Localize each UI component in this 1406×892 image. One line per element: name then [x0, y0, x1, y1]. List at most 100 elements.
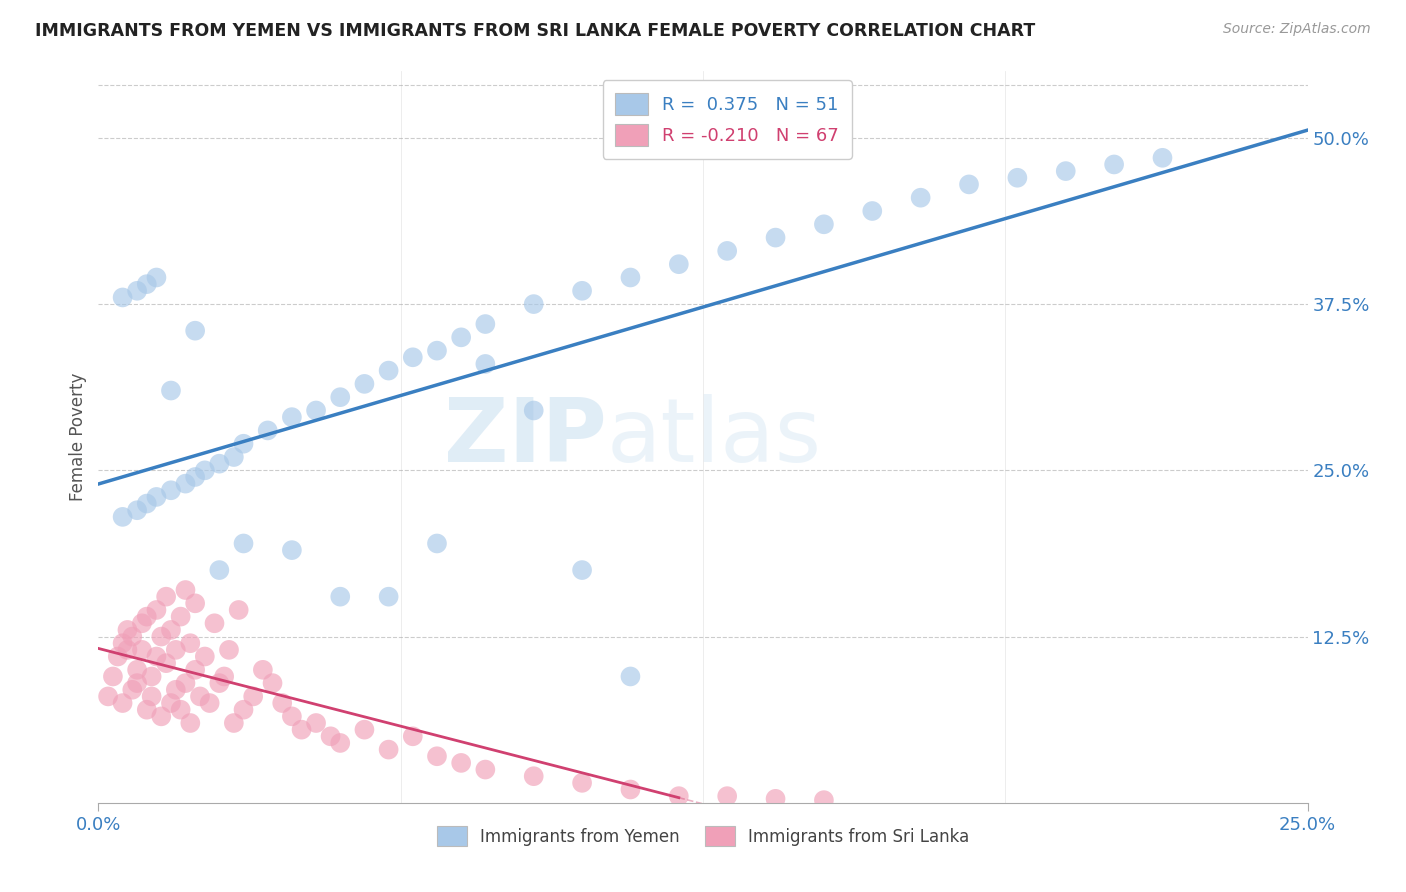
Point	[141, 669, 163, 683]
Point	[135, 277, 157, 292]
Point	[910, 191, 932, 205]
Point	[377, 363, 399, 377]
Point	[474, 357, 496, 371]
Text: atlas: atlas	[606, 393, 821, 481]
Point	[174, 476, 197, 491]
Point	[1152, 151, 1174, 165]
Point	[329, 390, 352, 404]
Point	[765, 230, 787, 244]
Point	[228, 603, 250, 617]
Point	[281, 410, 304, 425]
Point	[474, 763, 496, 777]
Point	[450, 330, 472, 344]
Point	[204, 616, 226, 631]
Point	[319, 729, 342, 743]
Point	[523, 769, 546, 783]
Point	[188, 690, 211, 704]
Point	[127, 676, 149, 690]
Text: ZIP: ZIP	[443, 393, 606, 481]
Point	[169, 609, 191, 624]
Point	[450, 756, 472, 770]
Point	[160, 384, 183, 398]
Point	[716, 789, 738, 804]
Point	[242, 690, 264, 704]
Point	[619, 782, 641, 797]
Point	[353, 376, 375, 391]
Point	[716, 244, 738, 258]
Point	[619, 270, 641, 285]
Point	[174, 582, 197, 597]
Point	[184, 596, 207, 610]
Point	[377, 590, 399, 604]
Point	[252, 663, 274, 677]
Point	[305, 716, 328, 731]
Point	[135, 497, 157, 511]
Point	[1054, 164, 1077, 178]
Point	[117, 623, 139, 637]
Point	[165, 643, 187, 657]
Point	[145, 603, 167, 617]
Point	[262, 676, 284, 690]
Point	[101, 669, 124, 683]
Text: IMMIGRANTS FROM YEMEN VS IMMIGRANTS FROM SRI LANKA FEMALE POVERTY CORRELATION CH: IMMIGRANTS FROM YEMEN VS IMMIGRANTS FROM…	[35, 22, 1035, 40]
Point	[165, 682, 187, 697]
Point	[290, 723, 312, 737]
Point	[571, 563, 593, 577]
Point	[127, 284, 149, 298]
Point	[194, 649, 217, 664]
Point	[619, 669, 641, 683]
Point	[179, 716, 201, 731]
Point	[169, 703, 191, 717]
Point	[281, 543, 304, 558]
Point	[571, 284, 593, 298]
Point	[329, 736, 352, 750]
Point	[111, 290, 134, 304]
Point	[1007, 170, 1029, 185]
Point	[150, 709, 173, 723]
Legend: Immigrants from Yemen, Immigrants from Sri Lanka: Immigrants from Yemen, Immigrants from S…	[430, 820, 976, 853]
Point	[135, 703, 157, 717]
Point	[208, 676, 231, 690]
Point	[256, 424, 278, 438]
Point	[212, 669, 235, 683]
Y-axis label: Female Poverty: Female Poverty	[69, 373, 87, 501]
Point	[813, 217, 835, 231]
Point	[402, 729, 425, 743]
Point	[174, 676, 197, 690]
Point	[208, 457, 231, 471]
Point	[145, 490, 167, 504]
Point	[97, 690, 120, 704]
Point	[150, 630, 173, 644]
Point	[523, 297, 546, 311]
Point	[121, 682, 143, 697]
Point	[426, 749, 449, 764]
Point	[184, 470, 207, 484]
Point	[232, 536, 254, 550]
Point	[127, 663, 149, 677]
Point	[155, 590, 177, 604]
Point	[377, 742, 399, 756]
Point	[571, 776, 593, 790]
Point	[145, 649, 167, 664]
Point	[426, 536, 449, 550]
Point	[135, 609, 157, 624]
Point	[523, 403, 546, 417]
Point	[107, 649, 129, 664]
Point	[111, 696, 134, 710]
Point	[222, 716, 245, 731]
Point	[111, 636, 134, 650]
Point	[668, 257, 690, 271]
Point	[957, 178, 980, 192]
Point	[765, 792, 787, 806]
Point	[198, 696, 221, 710]
Point	[155, 656, 177, 670]
Point	[232, 703, 254, 717]
Point	[353, 723, 375, 737]
Point	[222, 450, 245, 464]
Point	[271, 696, 294, 710]
Point	[117, 643, 139, 657]
Point	[121, 630, 143, 644]
Point	[127, 503, 149, 517]
Point	[668, 789, 690, 804]
Text: Source: ZipAtlas.com: Source: ZipAtlas.com	[1223, 22, 1371, 37]
